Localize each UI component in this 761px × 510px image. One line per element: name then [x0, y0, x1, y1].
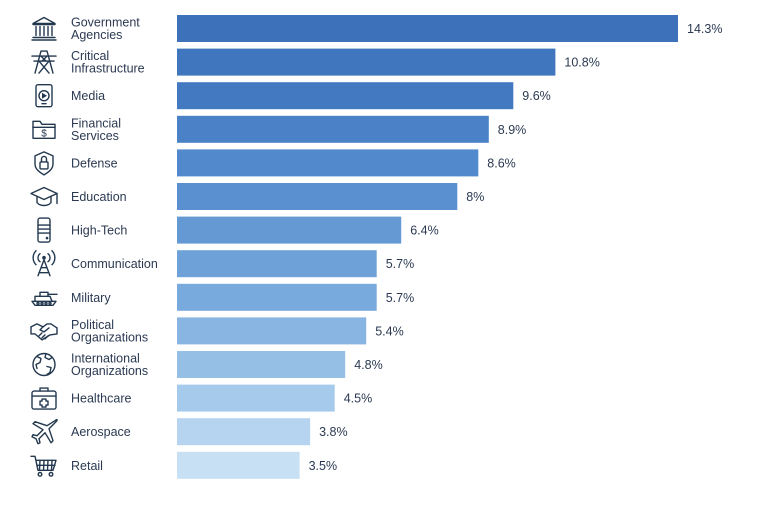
category-label: Military [71, 291, 111, 305]
bar [177, 48, 556, 76]
category-label: Government Agencies [71, 16, 140, 43]
bar [177, 149, 479, 177]
money-folder-icon: $ [32, 120, 56, 139]
server-tower-icon [37, 217, 51, 243]
category-label: Healthcare [71, 392, 131, 406]
antenna-tower-icon [32, 250, 56, 277]
category-label-line: International [71, 352, 140, 366]
value-label: 3.5% [309, 459, 338, 473]
category-label: Financial Services [71, 116, 121, 143]
value-label: 3.8% [319, 425, 348, 439]
category-label-line: Defense [71, 156, 118, 170]
category-label-line: Agencies [71, 28, 122, 42]
tank-icon [31, 291, 58, 306]
category-label: Media [71, 89, 105, 103]
graduation-cap-icon [30, 186, 58, 207]
value-label: 8% [466, 190, 484, 204]
government-building-icon [31, 16, 57, 41]
bar [177, 183, 458, 210]
medical-kit-icon [31, 387, 57, 410]
value-label: 6.4% [410, 224, 439, 238]
transmission-tower-icon [31, 50, 57, 74]
category-label-line: Critical [71, 49, 109, 63]
category-label-line: Communication [71, 257, 158, 271]
category-label-line: Aerospace [71, 425, 131, 439]
shield-lock-icon [34, 151, 54, 176]
bar [177, 15, 678, 42]
category-label: Retail [71, 459, 103, 473]
bar [177, 82, 514, 110]
bar [177, 283, 377, 311]
bar [177, 216, 402, 244]
bar [177, 451, 300, 479]
category-label-line: Infrastructure [71, 62, 145, 76]
category-label-line: Organizations [71, 364, 148, 378]
category-label: High-Tech [71, 224, 127, 238]
category-label: Defense [71, 156, 118, 170]
category-label: Aerospace [71, 425, 131, 439]
handshake-icon [30, 323, 58, 341]
svg-text:$: $ [41, 128, 47, 139]
bar [177, 351, 346, 378]
category-label: International Organizations [71, 352, 148, 379]
category-label-line: Political [71, 318, 114, 332]
bar [177, 418, 311, 446]
category-label: Communication [71, 257, 158, 271]
value-label: 4.5% [344, 392, 373, 406]
bar [177, 384, 335, 412]
bar [177, 317, 367, 345]
category-label-line: Retail [71, 459, 103, 473]
category-label: Education [71, 190, 127, 204]
shopping-cart-icon [30, 455, 57, 477]
value-label: 8.9% [498, 123, 527, 137]
category-label-line: High-Tech [71, 224, 127, 238]
globe-icon [32, 352, 56, 377]
value-label: 14.3% [687, 22, 722, 36]
category-label: Political Organizations [71, 318, 148, 345]
value-label: 9.6% [522, 89, 551, 103]
bar [177, 250, 377, 278]
value-label: 5.7% [386, 291, 415, 305]
category-label-line: Services [71, 129, 119, 143]
category-label-line: Education [71, 190, 127, 204]
tablet-media-icon [35, 83, 53, 108]
value-label: 5.7% [386, 257, 415, 271]
category-label-line: Media [71, 89, 105, 103]
category-label-line: Financial [71, 116, 121, 130]
airplane-icon [31, 418, 58, 445]
category-label-line: Organizations [71, 330, 148, 344]
category-label-line: Military [71, 291, 111, 305]
value-label: 10.8% [564, 56, 599, 70]
bar [177, 115, 489, 143]
value-label: 4.8% [354, 358, 383, 372]
category-label-line: Government [71, 16, 140, 30]
category-label-line: Healthcare [71, 392, 131, 406]
category-label: Critical Infrastructure [71, 49, 145, 76]
value-label: 8.6% [487, 156, 516, 170]
value-label: 5.4% [375, 324, 404, 338]
